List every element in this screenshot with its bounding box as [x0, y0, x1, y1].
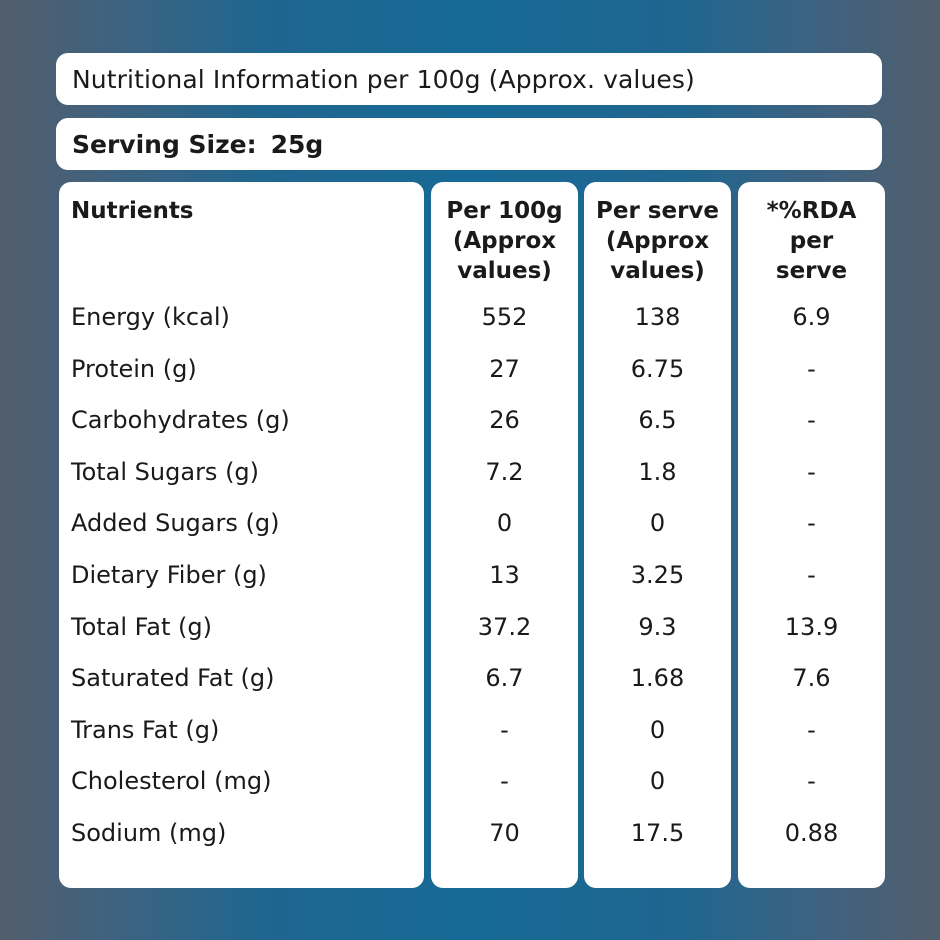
nutrient-name: Trans Fat (g) [71, 715, 220, 744]
nutrient-value: 70 [489, 819, 520, 847]
nutrient-value: - [807, 715, 816, 744]
serving-size-label: Serving Size: [72, 129, 257, 159]
nutrient-name: Saturated Fat (g) [71, 664, 275, 693]
per-serve-column: Per serve (Approx values) 138 6.75 6.5 1.8 0 3.… [584, 182, 731, 888]
header-line: values) [610, 258, 705, 284]
header-line: Nutrients [71, 198, 194, 224]
nutrient-value: - [807, 457, 816, 486]
nutrients-header: Nutrients [71, 196, 424, 226]
nutrient-value: 6.75 [630, 354, 685, 383]
nutrient-value: 1.68 [630, 664, 685, 693]
nutrient-value: 552 [481, 303, 528, 331]
nutrient-value: 13.9 [784, 612, 839, 641]
nutrient-name: Added Sugars (g) [71, 509, 280, 538]
header-line: *%RDA [766, 198, 857, 224]
nutrient-value: - [500, 715, 509, 744]
table-title: Nutritional Information per 100g (Approx… [72, 64, 695, 94]
header-line: values) [457, 258, 552, 284]
serving-size-value: 25g [270, 129, 324, 159]
nutrients-column: Nutrients Energy (kcal) Protein (g) Carboh… [59, 182, 424, 888]
nutrient-value: 0 [649, 767, 666, 796]
nutrient-value: 13 [489, 561, 520, 589]
header-line: (Approx [452, 228, 557, 254]
title-bar: Nutritional Information per 100g (Approx… [56, 53, 882, 105]
per-serve-header: Per serve (Approx values) [584, 196, 731, 286]
rda-column: *%RDA per serve 6.9 - - - - - 13.9 7.6 - - 0.88 [738, 182, 885, 888]
nutrient-name: Total Sugars (g) [71, 457, 260, 486]
nutrient-name: Cholesterol (mg) [71, 767, 272, 796]
serving-size: Serving Size: 25g [72, 130, 323, 159]
nutrient-name: Protein (g) [71, 354, 197, 383]
nutrient-value: 0 [496, 509, 513, 538]
nutrient-value: - [807, 406, 816, 435]
nutrient-value: 0 [649, 715, 666, 744]
nutrient-value: - [807, 354, 816, 383]
nutrient-name: Dietary Fiber (g) [71, 561, 267, 589]
rda-header: *%RDA per serve [738, 196, 885, 286]
nutrient-value: 3.25 [630, 561, 685, 589]
nutrient-value: - [807, 767, 816, 796]
nutrient-value: 0.88 [784, 819, 839, 847]
nutrient-value: 7.2 [485, 457, 524, 486]
nutrient-value: 37.2 [477, 612, 532, 641]
nutrient-value: 0 [649, 509, 666, 538]
nutrient-value: 6.9 [792, 303, 831, 331]
nutrient-name: Total Fat (g) [71, 612, 212, 641]
nutrient-value: 138 [634, 303, 681, 331]
nutrient-value: 9.3 [638, 612, 677, 641]
nutrient-name: Sodium (mg) [71, 819, 227, 847]
serving-size-bar: Serving Size: 25g [56, 118, 882, 170]
per-100g-header: Per 100g (Approx values) [431, 196, 578, 286]
header-line: (Approx [605, 228, 710, 254]
per-100g-column: Per 100g (Approx values) 552 27 26 7.2 0 13 37.2… [431, 182, 578, 888]
nutrient-value: 1.8 [638, 457, 677, 486]
nutrient-value: - [807, 561, 816, 589]
nutrient-value: - [807, 509, 816, 538]
nutrient-value: 6.7 [485, 664, 524, 693]
nutrient-name: Carbohydrates (g) [71, 406, 290, 435]
nutrient-value: 17.5 [630, 819, 685, 847]
header-line: per [789, 228, 834, 254]
header-line: Per serve [595, 198, 720, 224]
nutrient-value: - [500, 767, 509, 796]
header-line: serve [775, 258, 848, 284]
nutrient-value: 27 [489, 354, 520, 383]
nutrient-value: 26 [489, 406, 520, 435]
nutrient-value: 6.5 [638, 406, 677, 435]
nutrient-value: 7.6 [792, 664, 831, 693]
header-line: Per 100g [446, 198, 563, 224]
nutrient-name: Energy (kcal) [71, 303, 230, 331]
